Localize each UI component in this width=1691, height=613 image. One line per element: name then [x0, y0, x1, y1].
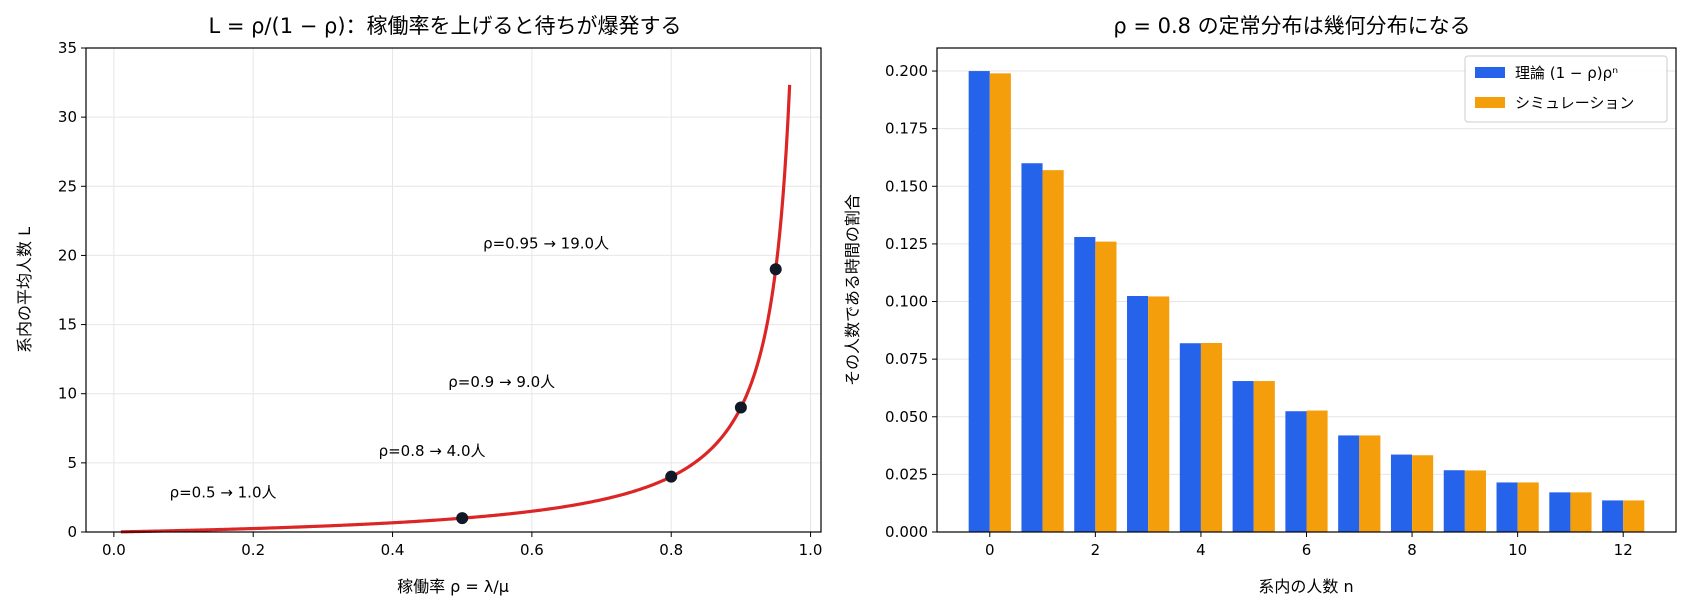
right-y-tick-label: 0.025	[885, 465, 928, 483]
right-x-tick-label: 0	[985, 541, 995, 559]
right-y-tick-label: 0.050	[885, 408, 928, 426]
left-x-tick-label: 0.8	[659, 541, 683, 559]
theory-bar	[1496, 482, 1518, 532]
highlight-point	[456, 512, 469, 525]
legend-swatch-theory	[1475, 67, 1505, 78]
right-y-tick-label: 0.150	[885, 177, 928, 195]
left-y-tick-label: 20	[58, 246, 77, 264]
point-annotation: ρ=0.9 → 9.0人	[448, 373, 555, 391]
simulation-bar	[989, 73, 1011, 532]
legend-box	[1464, 55, 1668, 123]
simulation-bar	[1042, 170, 1064, 532]
right-chart: ρ = 0.8 の定常分布は幾何分布になる 0 2 4 6 8 10 12 0.0000.0…	[843, 14, 1677, 596]
simulation-bar	[1253, 381, 1275, 532]
left-y-axis-label: 系内の平均人数 L	[15, 227, 34, 353]
right-x-ticks: 0 2 4 6 8 10 12	[985, 532, 1633, 559]
left-annotations: ρ=0.5 → 1.0人 ρ=0.8 → 4.0人 ρ=0.9 → 9.0人 ρ=0.…	[170, 235, 610, 502]
simulation-bar	[1623, 500, 1645, 532]
theory-bar	[1443, 470, 1465, 532]
right-x-tick-label: 4	[1196, 541, 1206, 559]
right-y-tick-label: 0.000	[885, 523, 928, 541]
right-x-tick-label: 10	[1508, 541, 1527, 559]
simulation-bar	[1412, 455, 1434, 532]
point-annotation: ρ=0.5 → 1.0人	[170, 483, 277, 501]
left-x-tick-label: 0.0	[102, 541, 126, 559]
point-annotation: ρ=0.8 → 4.0人	[379, 442, 486, 460]
simulation-bar	[1306, 410, 1328, 532]
simulation-bar	[1517, 482, 1539, 532]
right-bars-layer	[968, 71, 1645, 533]
left-y-tick-label: 0	[67, 523, 77, 541]
right-y-tick-label: 0.100	[885, 293, 928, 311]
left-points-layer	[456, 263, 782, 525]
legend-label-theory: 理論 (1 − ρ)ρⁿ	[1515, 64, 1618, 82]
left-x-axis-label: 稼働率 ρ = λ/μ	[397, 577, 509, 596]
left-y-tick-label: 10	[58, 385, 77, 403]
right-y-tick-label: 0.200	[885, 62, 928, 80]
left-x-ticks: 0.0 0.2 0.4 0.6 0.8 1.0	[102, 532, 823, 559]
simulation-bar	[1148, 296, 1170, 532]
left-x-tick-label: 1.0	[799, 541, 823, 559]
theory-bar	[1127, 295, 1149, 532]
left-chart-title: L = ρ/(1 − ρ)：稼働率を上げると待ちが爆発する	[208, 14, 681, 38]
theory-bar	[1549, 492, 1571, 532]
queue-length-curve	[120, 84, 792, 534]
theory-bar	[1074, 236, 1096, 533]
simulation-bar	[1570, 492, 1592, 532]
left-x-tick-label: 0.6	[520, 541, 544, 559]
left-plot-frame	[85, 47, 822, 533]
left-y-tick-label: 25	[58, 177, 77, 195]
theory-bar	[1390, 454, 1413, 532]
left-y-tick-label: 15	[58, 316, 77, 334]
left-y-tick-label: 5	[67, 454, 77, 472]
right-y-tick-label: 0.175	[885, 120, 928, 138]
simulation-bar	[1200, 343, 1223, 532]
legend-swatch-simulation	[1475, 97, 1505, 108]
theory-bar	[1602, 500, 1624, 532]
theory-bar	[968, 71, 990, 533]
legend-label-simulation: シミュレーション	[1515, 94, 1634, 112]
left-y-ticks: 0 5 10 15 20 25 30 35	[58, 39, 86, 541]
right-x-tick-label: 8	[1407, 541, 1417, 559]
right-chart-title: ρ = 0.8 の定常分布は幾何分布になる	[1113, 14, 1470, 38]
simulation-bar	[1359, 435, 1381, 532]
simulation-bar	[1464, 470, 1486, 532]
right-y-axis-label: その人数である時間の割合	[843, 194, 862, 386]
left-y-tick-label: 30	[58, 108, 77, 126]
right-x-axis-label: 系内の人数 n	[1258, 577, 1353, 596]
theory-bar	[1338, 435, 1360, 532]
highlight-point	[769, 263, 782, 276]
right-x-tick-label: 2	[1091, 541, 1101, 559]
left-x-tick-label: 0.4	[381, 541, 405, 559]
left-y-tick-label: 35	[58, 39, 77, 57]
highlight-point	[665, 470, 678, 483]
left-curve-layer	[120, 84, 792, 534]
point-annotation: ρ=0.95 → 19.0人	[483, 235, 609, 253]
left-chart: L = ρ/(1 − ρ)：稼働率を上げると待ちが爆発する ρ=0.5 → 1.…	[15, 14, 822, 596]
theory-bar	[1285, 411, 1307, 532]
left-x-tick-label: 0.2	[241, 541, 265, 559]
right-x-tick-label: 6	[1302, 541, 1312, 559]
theory-bar	[1232, 381, 1254, 532]
legend: 理論 (1 − ρ)ρⁿ シミュレーション	[1464, 55, 1668, 123]
right-x-tick-label: 12	[1614, 541, 1633, 559]
highlight-point	[734, 401, 747, 414]
right-y-tick-label: 0.075	[885, 350, 928, 368]
right-y-ticks: 0.000 0.025 0.050 0.075 0.100 0.125 0.150 0.175…	[885, 62, 937, 541]
theory-bar	[1179, 343, 1201, 532]
theory-bar	[1021, 163, 1043, 533]
simulation-bar	[1095, 241, 1117, 532]
right-y-tick-label: 0.125	[885, 235, 928, 253]
